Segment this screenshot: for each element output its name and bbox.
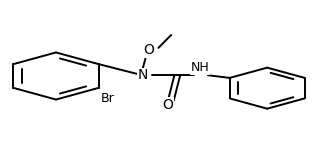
Text: N: N	[137, 68, 148, 82]
Text: O: O	[143, 43, 154, 57]
Text: NH: NH	[191, 61, 209, 74]
Text: O: O	[163, 98, 173, 112]
Text: Br: Br	[100, 92, 114, 105]
